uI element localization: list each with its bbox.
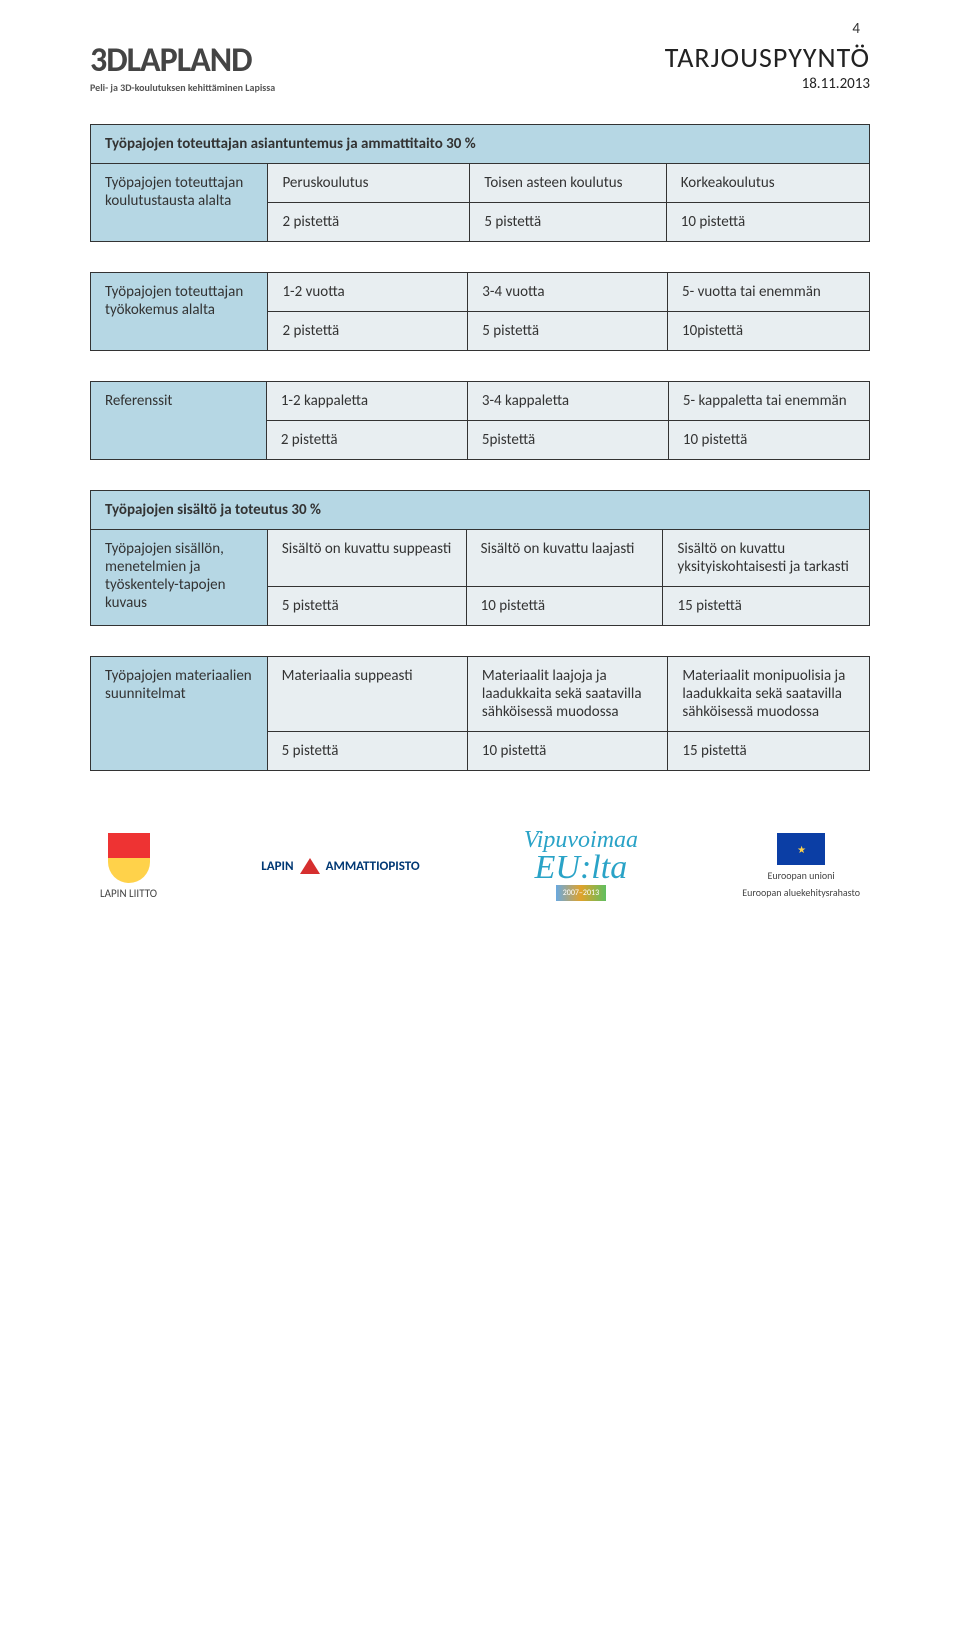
page-number: 4 xyxy=(852,20,860,38)
sisalto-pts-0: 5 pistettä xyxy=(267,587,466,626)
sisalto-col-0: Sisältö on kuvattu suppeasti xyxy=(267,530,466,587)
sisalto-pts-2: 15 pistettä xyxy=(663,587,870,626)
sisalto-pts-1: 10 pistettä xyxy=(466,587,663,626)
materiaalit-pts-2: 15 pistettä xyxy=(668,732,870,771)
koulutus-pts-1: 5 pistettä xyxy=(470,203,666,242)
logo-block: 3DLAPLAND Peli- ja 3D-koulutuksen kehitt… xyxy=(90,40,275,94)
referenssit-table: Referenssit 1-2 kappaletta 3-4 kappalett… xyxy=(90,381,870,460)
logo-text: 3DLAPLAND xyxy=(90,40,275,81)
materiaalit-label: Työpajojen materiaalien suunnitelmat xyxy=(91,657,268,771)
footer-eu: Euroopan unioni Euroopan aluekehitysraha… xyxy=(742,833,860,899)
tyokokemus-table: Työpajojen toteuttajan työkokemus alalta… xyxy=(90,272,870,351)
referenssit-label: Referenssit xyxy=(91,382,267,460)
lapin-liitto-label: LAPIN LIITTO xyxy=(100,887,157,900)
materiaalit-col-2: Materiaalit monipuolisia ja laadukkaita … xyxy=(668,657,870,732)
section1-header-table: Työpajojen toteuttajan asiantuntemus ja … xyxy=(90,124,870,242)
tyokokemus-col-2: 5- vuotta tai enemmän xyxy=(668,273,870,312)
ammattiopisto-label: AMMATTIOPISTO xyxy=(326,859,420,874)
page-date: 18.11.2013 xyxy=(665,75,870,93)
sisalto-col-2: Sisältö on kuvattu yksityiskohtaisesti j… xyxy=(663,530,870,587)
vipuvoimaa-label: Vipuvoimaa xyxy=(524,831,638,850)
tyokokemus-pts-1: 5 pistettä xyxy=(468,312,668,351)
footer-lapin-ammattiopisto: LAPIN AMMATTIOPISTO xyxy=(261,858,419,874)
section1-title: Työpajojen toteuttajan asiantuntemus ja … xyxy=(91,125,870,164)
eu-flag-icon xyxy=(777,833,825,865)
tyokokemus-pts-0: 2 pistettä xyxy=(268,312,468,351)
sisalto-label: Työpajojen sisällön, menetelmien ja työs… xyxy=(91,530,268,626)
referenssit-pts-2: 10 pistettä xyxy=(668,421,869,460)
materiaalit-pts-0: 5 pistettä xyxy=(267,732,467,771)
crest-icon xyxy=(108,833,150,883)
eu-label-1: Euroopan unioni xyxy=(768,869,835,882)
referenssit-pts-0: 2 pistettä xyxy=(266,421,467,460)
koulutus-col-1: Toisen asteen koulutus xyxy=(470,164,666,203)
koulutus-label: Työpajojen toteuttajan koulutustausta al… xyxy=(91,164,268,242)
materiaalit-col-1: Materiaalit laajoja ja laadukkaita sekä … xyxy=(467,657,667,732)
tyokokemus-col-1: 3-4 vuotta xyxy=(468,273,668,312)
koulutus-col-2: Korkeakoulutus xyxy=(666,164,869,203)
footer-vipuvoimaa: Vipuvoimaa EU:lta 2007–2013 xyxy=(524,831,638,901)
section2-header-table: Työpajojen sisältö ja toteutus 30 % Työp… xyxy=(90,490,870,626)
koulutus-pts-0: 2 pistettä xyxy=(268,203,470,242)
page-title: TARJOUSPYYNTÖ xyxy=(665,40,870,75)
eulta-label: EU:lta xyxy=(535,854,628,881)
footer-logos: LAPIN LIITTO LAPIN AMMATTIOPISTO Vipuvoi… xyxy=(90,831,870,901)
materiaalit-table: Työpajojen materiaalien suunnitelmat Mat… xyxy=(90,656,870,771)
tyokokemus-col-0: 1-2 vuotta xyxy=(268,273,468,312)
tyokokemus-label: Työpajojen toteuttajan työkokemus alalta xyxy=(91,273,268,351)
footer-lapin-liitto: LAPIN LIITTO xyxy=(100,833,157,900)
materiaalit-col-0: Materiaalia suppeasti xyxy=(267,657,467,732)
eu-label-2: Euroopan aluekehitysrahasto xyxy=(742,886,860,899)
referenssit-col-0: 1-2 kappaletta xyxy=(266,382,467,421)
sisalto-col-1: Sisältö on kuvattu laajasti xyxy=(466,530,663,587)
lapin-label: LAPIN xyxy=(261,859,293,874)
referenssit-pts-1: 5pistettä xyxy=(467,421,668,460)
koulutus-pts-2: 10 pistettä xyxy=(666,203,869,242)
referenssit-col-1: 3-4 kappaletta xyxy=(467,382,668,421)
tyokokemus-pts-2: 10pistettä xyxy=(668,312,870,351)
referenssit-col-2: 5- kappaletta tai enemmän xyxy=(668,382,869,421)
header: 3DLAPLAND Peli- ja 3D-koulutuksen kehitt… xyxy=(90,40,870,94)
triangle-icon xyxy=(300,858,320,874)
logo-subtext: Peli- ja 3D-koulutuksen kehittäminen Lap… xyxy=(90,81,275,94)
section2-title: Työpajojen sisältö ja toteutus 30 % xyxy=(91,491,870,530)
koulutus-col-0: Peruskoulutus xyxy=(268,164,470,203)
materiaalit-pts-1: 10 pistettä xyxy=(467,732,667,771)
vipu-period: 2007–2013 xyxy=(556,885,606,901)
